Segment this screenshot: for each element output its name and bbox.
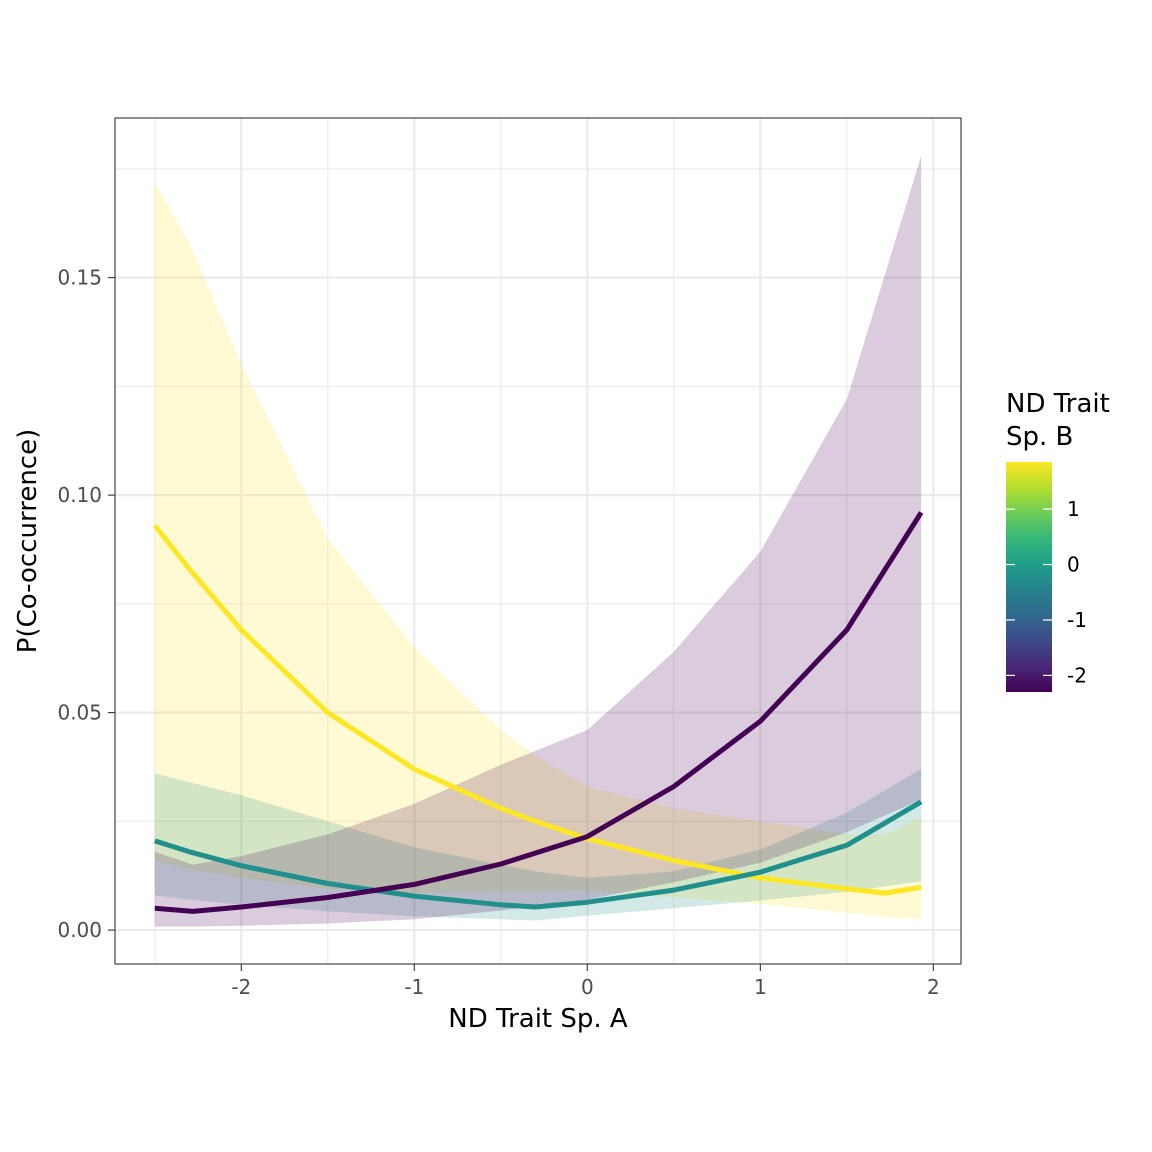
legend-tick-label: -2 [1067, 663, 1087, 687]
legend-title-line-1: ND Trait [1006, 389, 1110, 419]
x-tick-label: 2 [927, 975, 940, 999]
y-tick-label: 0.15 [57, 266, 102, 290]
legend: ND Trait Sp. B 1 0 -1 -2 [1006, 389, 1110, 692]
major-gridlines [115, 118, 961, 964]
confidence-ribbon-2 [154, 155, 922, 927]
series-line-1 [154, 799, 923, 910]
confidence-ribbon-0 [154, 181, 922, 920]
legend-colorbar [1006, 462, 1052, 692]
x-axis-title: ND Trait Sp. A [448, 1004, 628, 1034]
y-tick-label: 0.00 [57, 918, 102, 942]
legend-tick-label: 1 [1067, 497, 1080, 521]
x-axis: -2 -1 0 1 2 [231, 964, 940, 999]
x-tick-label: -2 [231, 975, 251, 999]
x-tick-label: -1 [404, 975, 424, 999]
legend-tick-label: 0 [1067, 553, 1080, 577]
series-line-2 [154, 511, 924, 914]
x-tick-label: 0 [581, 975, 594, 999]
confidence-ribbon-1 [154, 769, 922, 921]
y-tick-label: 0.05 [57, 701, 102, 725]
plot-panel-border [114, 117, 962, 965]
y-axis: 0.00 0.05 0.10 0.15 [57, 266, 115, 942]
x-tick-label: 1 [754, 975, 767, 999]
y-tick-label: 0.10 [57, 483, 102, 507]
confidence-ribbons [154, 155, 922, 927]
legend-ticks: 1 0 -1 -2 [1006, 497, 1087, 687]
series-line-0 [152, 524, 922, 896]
legend-tick-label: -1 [1067, 608, 1087, 632]
minor-gridlines [115, 118, 961, 964]
y-axis-title: P(Co-occurrence) [13, 429, 43, 653]
series-lines [152, 511, 924, 914]
legend-title-line-2: Sp. B [1006, 422, 1073, 452]
